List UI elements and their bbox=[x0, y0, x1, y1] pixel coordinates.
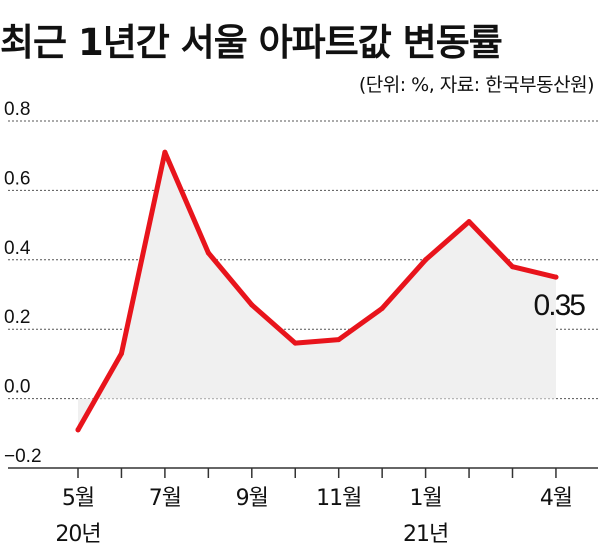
y-tick-label: 0.6 bbox=[4, 168, 30, 189]
series-line bbox=[75, 149, 559, 433]
x-tick-label: 11월 bbox=[316, 486, 361, 511]
data-point bbox=[423, 257, 429, 263]
data-label: 0.35 bbox=[534, 289, 586, 322]
data-point bbox=[466, 219, 472, 225]
data-point bbox=[292, 340, 298, 346]
y-tick-label: −0.2 bbox=[4, 446, 42, 467]
data-point bbox=[118, 350, 124, 356]
data-labels: 0.35 bbox=[534, 289, 588, 322]
x-tick-label: 7월 bbox=[149, 486, 181, 511]
data-point bbox=[162, 149, 168, 155]
x-axis bbox=[8, 467, 598, 478]
y-tick-label: 0.0 bbox=[4, 377, 30, 398]
x-tick-label: 1월 bbox=[409, 486, 441, 511]
x-tick-label: 9월 bbox=[236, 486, 268, 511]
x-axis-ticks: 5월 20년 7월 9월 11월 1월 21년 4월 bbox=[55, 486, 573, 547]
y-tick-label: 0.8 bbox=[4, 99, 30, 120]
data-point bbox=[205, 250, 211, 256]
y-axis-ticks: 0.8 0.6 0.4 0.2 0.0 −0.2 bbox=[4, 99, 42, 467]
data-point bbox=[336, 337, 342, 343]
data-point bbox=[75, 427, 81, 433]
y-tick-label: 0.2 bbox=[4, 307, 30, 328]
y-tick-label: 0.4 bbox=[4, 238, 31, 259]
x-tick-label: 20년 bbox=[55, 522, 100, 547]
chart-title: 최근 1년간 서울 아파트값 변동률 bbox=[0, 21, 503, 64]
data-point bbox=[510, 264, 515, 270]
data-point bbox=[379, 305, 385, 311]
data-point bbox=[553, 274, 559, 280]
chart-subtitle: (단위: %, 자료: 한국부동산원) bbox=[358, 74, 595, 96]
data-point bbox=[249, 302, 255, 308]
area-fill bbox=[78, 152, 556, 430]
x-tick-label: 21년 bbox=[403, 522, 448, 547]
x-tick-label: 5월 bbox=[62, 486, 94, 511]
data-points bbox=[75, 149, 559, 433]
x-tick-label: 4월 bbox=[540, 486, 572, 511]
